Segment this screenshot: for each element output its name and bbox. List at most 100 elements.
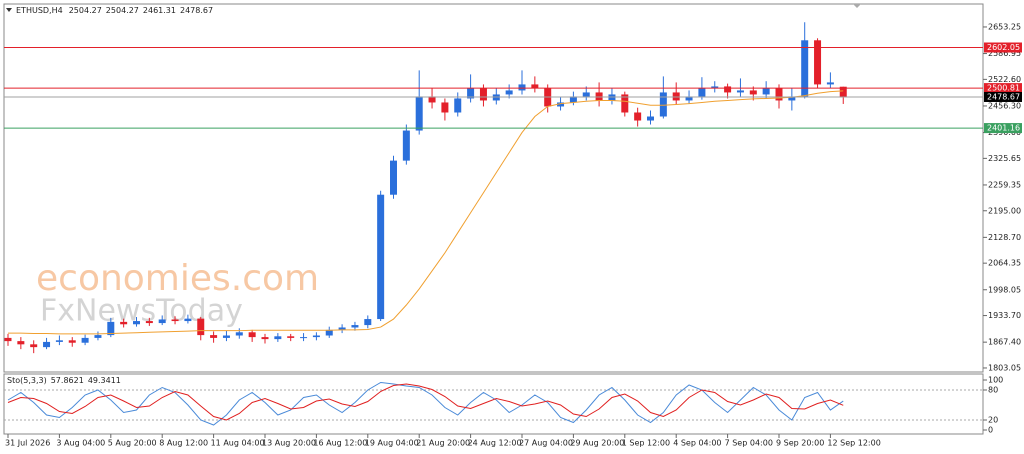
- candle-body: [788, 96, 796, 101]
- x-tick-label: 1 Sep 12:00: [622, 439, 670, 448]
- y-tick-label: 100: [988, 376, 1003, 385]
- candle-body: [274, 336, 282, 340]
- level-label: 2500.81: [987, 84, 1020, 93]
- candle-body: [248, 332, 256, 338]
- signal-value: 49.3411: [88, 376, 121, 385]
- candle-body: [505, 90, 513, 95]
- y-tick-label: 2128.70: [988, 233, 1021, 242]
- level-label: 2602.05: [987, 43, 1020, 52]
- candle-body: [184, 318, 192, 322]
- x-tick-label: 3 Aug 04:00: [56, 439, 105, 448]
- x-tick-label: 21 Aug 20:00: [416, 439, 470, 448]
- level-label-bg: [984, 91, 1022, 102]
- y-tick-label: 1867.40: [988, 338, 1021, 347]
- y-tick-label: 2195.00: [988, 206, 1021, 215]
- candle-body: [762, 88, 770, 95]
- x-tick-label: 13 Aug 20:00: [262, 439, 316, 448]
- candle-body: [171, 319, 179, 322]
- x-tick-label: 24 Aug 12:00: [468, 439, 522, 448]
- y-tick-label: 1933.70: [988, 311, 1021, 320]
- high: 2504.27: [106, 6, 139, 15]
- x-tick-label: 7 Sep 04:00: [725, 439, 773, 448]
- moving-average: [8, 90, 844, 335]
- candle-body: [467, 88, 475, 99]
- candle-body: [390, 160, 397, 195]
- candle-body: [81, 337, 89, 343]
- candle-body: [4, 337, 12, 342]
- stoch-frame: [3, 373, 984, 435]
- candle-body: [120, 321, 128, 325]
- candle-body: [312, 335, 320, 338]
- candle-body: [647, 116, 654, 121]
- candle-body: [261, 337, 269, 340]
- x-tick-label: 5 Aug 20:00: [108, 439, 157, 448]
- candle-body: [325, 329, 333, 336]
- stoch-line: [7, 383, 844, 421]
- candle-body: [68, 340, 76, 343]
- stoch-line: [7, 381, 844, 426]
- indicator-name: Sto(5,3,3): [7, 376, 47, 385]
- candle-body: [158, 319, 166, 324]
- menu-arrow: [6, 8, 12, 12]
- candle-body: [621, 94, 629, 113]
- main-value: 57.8621: [51, 376, 84, 385]
- y-tick-label: 20: [988, 416, 998, 425]
- level-label-bg: [984, 123, 1022, 134]
- stoch-header: Sto(5,3,3) 57.8621 49.3411: [7, 376, 121, 385]
- candle-body: [428, 96, 436, 103]
- candle-body: [685, 96, 693, 101]
- x-tick-label: 9 Sep 20:00: [776, 439, 824, 448]
- candle-body: [724, 86, 732, 93]
- candle-body: [94, 335, 102, 338]
- candle-body: [826, 82, 834, 85]
- candle-body: [222, 335, 230, 338]
- candle-body: [145, 321, 153, 324]
- candle-body: [210, 335, 218, 338]
- level-label-bg: [984, 42, 1022, 53]
- candle-body: [197, 318, 205, 336]
- candle-body: [364, 319, 372, 326]
- candle-body: [351, 325, 359, 328]
- candle-body: [43, 341, 51, 348]
- candle-body: [17, 341, 25, 345]
- y-tick-label: 2586.95: [988, 49, 1021, 58]
- y-tick-label: 2522.60: [988, 75, 1021, 84]
- candle-body: [711, 86, 719, 89]
- x-tick-label: 12 Sep 12:00: [827, 439, 880, 448]
- candle-body: [736, 90, 744, 93]
- y-tick-label: 1803.05: [988, 363, 1021, 372]
- candle-body: [235, 332, 243, 336]
- candle-body: [518, 84, 526, 91]
- y-tick-label: 0: [988, 426, 993, 435]
- shift-marker: [853, 4, 861, 8]
- x-tick-label: 27 Aug 04:00: [519, 439, 573, 448]
- main-frame: [3, 3, 984, 373]
- candle-body: [441, 102, 449, 113]
- x-tick-label: 29 Aug 20:00: [570, 439, 624, 448]
- candle-body: [415, 96, 423, 131]
- watermark: FxNewsToday: [40, 294, 243, 329]
- candle-body: [814, 40, 822, 85]
- candle-body: [55, 340, 63, 342]
- level-label: 2401.16: [987, 124, 1020, 133]
- candle-body: [839, 86, 847, 97]
- candle-body: [749, 90, 757, 95]
- candle-body: [300, 337, 308, 339]
- candle-body: [531, 84, 539, 89]
- y-tick-label: 2653.25: [988, 22, 1021, 31]
- chart-header: ETHUSD,H4 2504.27 2504.27 2461.31 2478.67: [16, 6, 213, 15]
- candle-body: [659, 92, 667, 117]
- candle-body: [338, 327, 346, 330]
- candle-body: [582, 92, 590, 97]
- candle-body: [133, 321, 140, 325]
- candle-body: [698, 88, 706, 97]
- candle-body: [775, 88, 783, 101]
- y-tick-label: 2064.35: [988, 259, 1021, 268]
- x-tick-label: 8 Aug 12:00: [159, 439, 208, 448]
- y-tick-label: 2259.35: [988, 180, 1021, 189]
- candle-body: [569, 96, 577, 103]
- candle-body: [595, 92, 603, 101]
- y-tick-label: 1998.05: [988, 285, 1021, 294]
- open: 2504.27: [69, 6, 102, 15]
